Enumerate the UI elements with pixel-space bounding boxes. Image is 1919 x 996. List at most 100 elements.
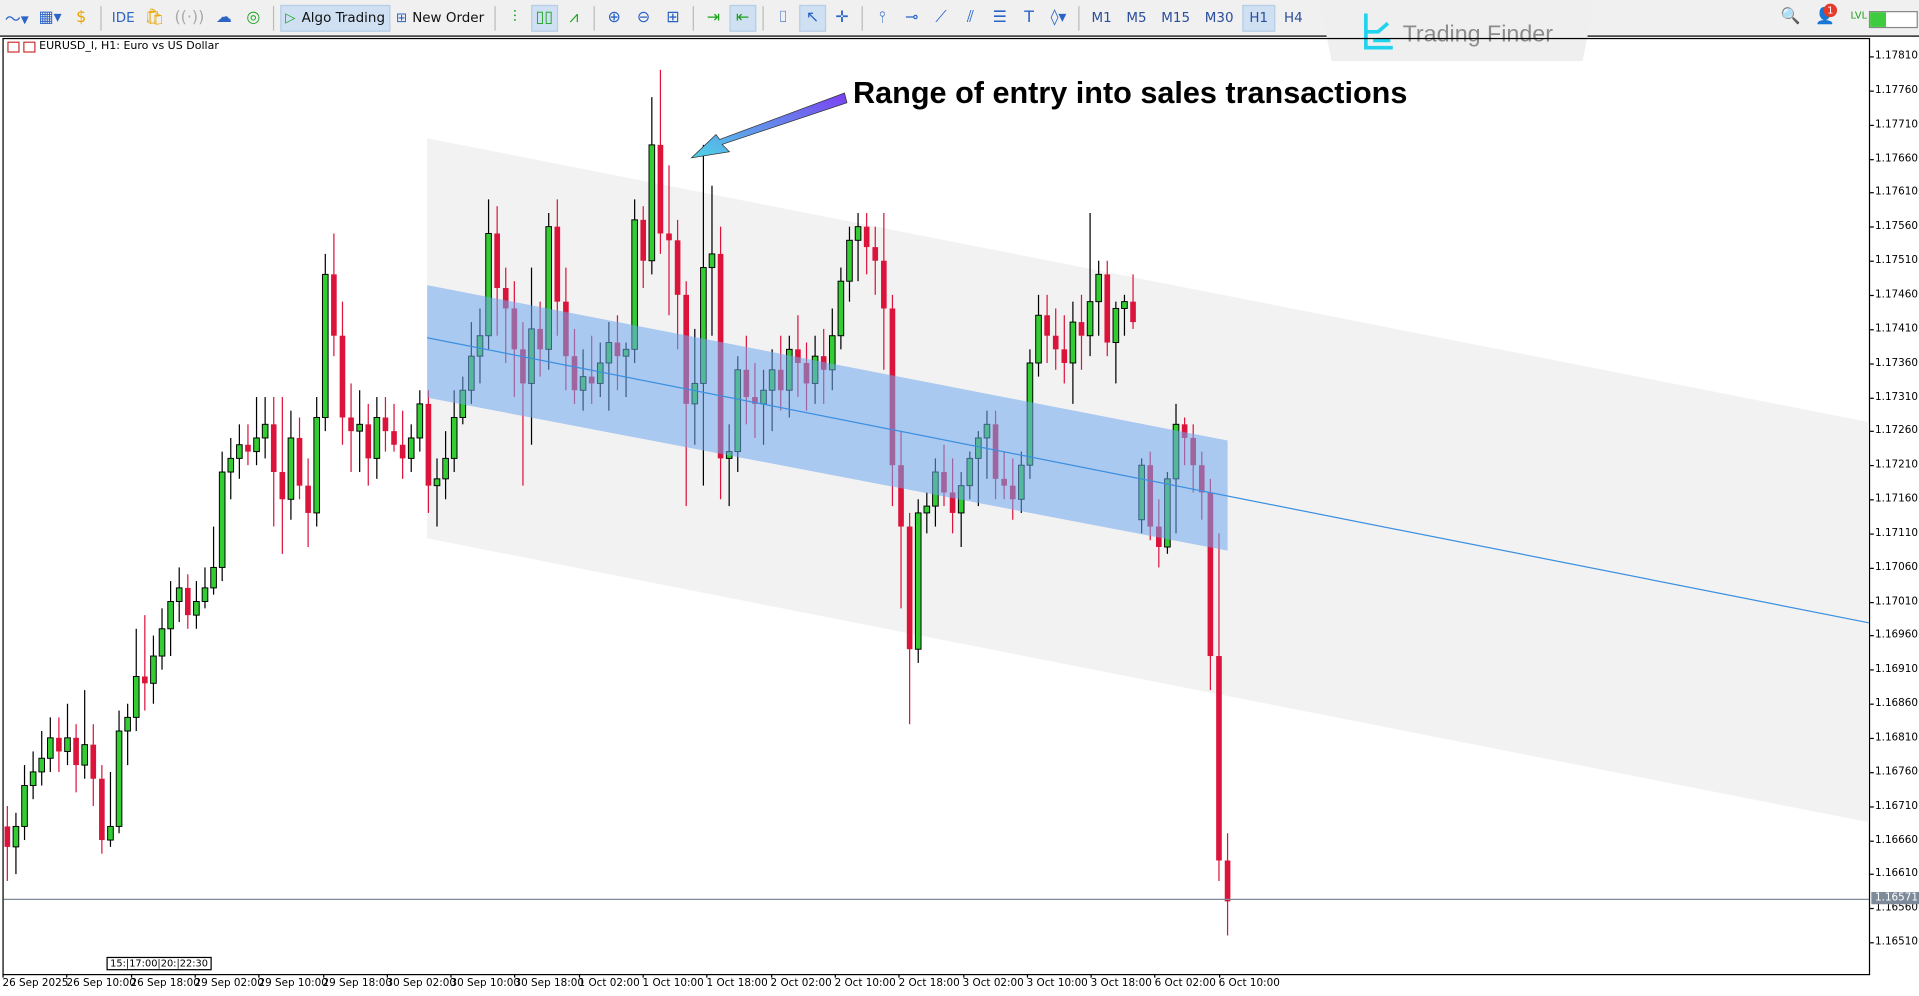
level-indicator[interactable]: LVL <box>1850 9 1868 21</box>
candle-body <box>708 253 716 269</box>
vertical-line-icon[interactable]: ⫯ <box>878 8 886 27</box>
algo-trading-button[interactable]: ▷ Algo Trading <box>280 4 390 32</box>
price-tick: 1.17560 <box>1870 220 1919 233</box>
line-icon[interactable]: ⩘ <box>569 8 579 27</box>
candle-body <box>4 826 11 847</box>
bar-chart-icon[interactable]: ⫶ <box>512 8 517 27</box>
bullish-candle <box>1112 301 1120 384</box>
new-order-button[interactable]: ⊞ New Order <box>392 4 487 31</box>
time-tick: 29 Sep 10:00 <box>258 973 328 990</box>
price-tick: 1.17810 <box>1870 50 1919 63</box>
bullish-candle <box>1069 301 1077 404</box>
bearish-candle <box>872 226 879 295</box>
candle-body <box>313 417 321 514</box>
zoom-out-icon[interactable]: ⊖ <box>636 8 651 27</box>
separator <box>692 5 694 30</box>
account-icon[interactable]: 👤 1 <box>1815 3 1838 26</box>
time-tick: 29 Sep 18:00 <box>322 973 392 990</box>
candle-body <box>253 437 260 453</box>
candle-body <box>1121 301 1128 309</box>
cursor-icon[interactable]: ↖ <box>799 4 826 32</box>
timeframe-m30[interactable]: M30 <box>1204 9 1234 26</box>
watermark-text: Trading Finder <box>1402 22 1553 48</box>
horizontal-line-icon[interactable]: ⊸ <box>904 8 919 27</box>
candle-body <box>12 825 20 848</box>
candle-body <box>348 417 354 432</box>
regression-midline <box>427 337 1870 624</box>
timeframe-h1[interactable]: H1 <box>1242 4 1276 32</box>
bearish-candle <box>339 301 346 445</box>
time-tick: 3 Oct 02:00 <box>962 973 1024 990</box>
candle-body <box>1052 335 1059 350</box>
shapes-dropdown[interactable]: ◊▾ <box>1050 8 1067 27</box>
bullish-candle <box>1086 213 1094 357</box>
timeframe-m5[interactable]: M5 <box>1126 9 1147 26</box>
bullish-candle <box>210 526 217 595</box>
bullish-candle <box>115 710 123 834</box>
candle-body <box>666 233 672 241</box>
market-bag-icon[interactable]: 🛍 <box>144 8 165 27</box>
candle-body <box>287 437 295 500</box>
bullish-candle <box>218 451 226 582</box>
timeframe-h4[interactable]: H4 <box>1284 9 1303 26</box>
candle-body <box>124 716 131 732</box>
vps-icon[interactable]: ◎ <box>246 8 261 27</box>
screenshot-icon[interactable]: ⌷ <box>778 8 788 27</box>
chart-shift-icon[interactable]: ⇤ <box>729 4 757 32</box>
timeframe-m1[interactable]: M1 <box>1091 9 1112 26</box>
candle-body <box>399 444 406 459</box>
bearish-candle <box>1130 274 1136 329</box>
time-scale-box: 15:|17:00|20:|22:30 <box>106 956 212 971</box>
cloud-icon[interactable]: ☁ <box>215 8 232 27</box>
time-tick: 30 Sep 10:00 <box>450 973 520 990</box>
time-tick: 26 Sep 18:00 <box>130 973 200 990</box>
bearish-candle <box>1052 308 1059 370</box>
ide-button[interactable]: IDE <box>111 9 135 26</box>
candle-body <box>863 226 870 248</box>
bearish-candle <box>1078 294 1085 370</box>
candle-body <box>1224 860 1231 902</box>
candle-body <box>872 247 879 261</box>
price-tick: 1.17510 <box>1870 254 1919 267</box>
price-tick: 1.17210 <box>1870 459 1919 472</box>
channel-icon[interactable]: ⫽ <box>966 8 974 27</box>
timeframe-m15[interactable]: M15 <box>1161 9 1191 26</box>
candle-body <box>1044 315 1050 336</box>
candle-body <box>184 587 191 616</box>
candlestick-icon[interactable]: ▯▯ <box>530 4 558 32</box>
separator <box>272 5 275 30</box>
bearish-candle <box>73 724 79 793</box>
trendline-icon[interactable]: ⟋ <box>935 8 947 27</box>
search-icon[interactable]: 🔍 <box>1780 7 1801 26</box>
bearish-candle <box>881 213 887 370</box>
signals-icon[interactable]: ((·)) <box>174 8 205 27</box>
fibonacci-icon[interactable]: ☰ <box>992 8 1007 27</box>
bullish-candle <box>150 635 157 704</box>
level-progress <box>1868 11 1918 29</box>
bearish-candle <box>906 512 913 725</box>
chart-area[interactable] <box>2 37 1871 976</box>
candle-body <box>73 737 79 766</box>
bearish-candle <box>1224 833 1231 936</box>
bullish-candle <box>321 253 329 432</box>
zoom-in-icon[interactable]: ⊕ <box>607 8 621 27</box>
line-chart-dropdown[interactable]: 〜▾ <box>4 11 29 30</box>
candle-body <box>47 737 54 759</box>
candle-body <box>142 676 148 684</box>
annotation-arrow <box>690 92 848 159</box>
price-tick: 1.17110 <box>1870 527 1919 540</box>
candle-body <box>1035 314 1042 364</box>
dollar-icon[interactable]: $ <box>76 8 87 27</box>
tile-windows-icon[interactable]: ⊞ <box>666 8 680 27</box>
chart-templates-dropdown[interactable]: ▦▾ <box>38 8 62 27</box>
text-icon[interactable]: T <box>1024 8 1034 27</box>
bearish-candle <box>4 805 11 881</box>
candle-body <box>270 424 277 473</box>
candle-body <box>502 288 509 309</box>
bearish-candle <box>399 410 406 479</box>
bullish-candle <box>407 424 415 473</box>
crosshair-icon[interactable]: ✛ <box>835 8 849 27</box>
auto-scroll-icon[interactable]: ⇥ <box>706 8 721 27</box>
candle-body <box>450 417 458 459</box>
candle-body <box>425 403 432 486</box>
